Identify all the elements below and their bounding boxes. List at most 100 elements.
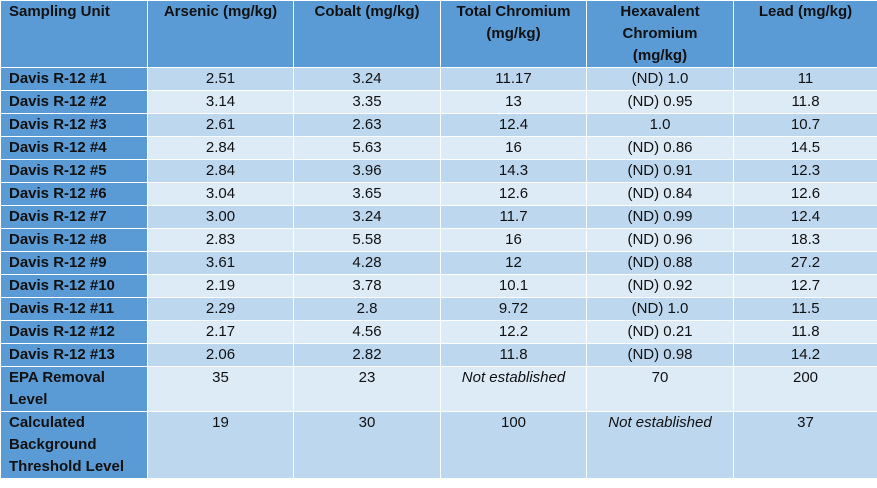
table-cell: 19 <box>147 411 294 479</box>
table-cell: 13 <box>440 90 587 114</box>
table-cell: 11.7 <box>440 205 587 229</box>
table-cell: 16 <box>440 136 587 160</box>
table-row: Davis R-12 #12 2.17 4.56 12.2 (ND) 0.21 11.8 <box>0 320 877 344</box>
row-label: Davis R-12 #9 <box>0 251 148 275</box>
table-cell: 3.04 <box>147 182 294 206</box>
table-cell: (ND) 1.0 <box>586 297 734 321</box>
table-cell: 11.8 <box>733 320 877 344</box>
table-cell: 2.51 <box>147 67 294 91</box>
table-row: Davis R-12 #10 2.19 3.78 10.1 (ND) 0.92 12.7 <box>0 274 877 298</box>
table-row: Davis R-12 #2 3.14 3.35 13 (ND) 0.95 11.8 <box>0 90 877 114</box>
row-label: Davis R-12 #1 <box>0 67 148 91</box>
table-cell: (ND) 0.92 <box>586 274 734 298</box>
table-cell: 3.96 <box>293 159 441 183</box>
table-cell: 3.61 <box>147 251 294 275</box>
header-cell: Lead (mg/kg) <box>733 0 877 68</box>
table-body: Davis R-12 #1 2.51 3.24 11.17 (ND) 1.0 11 Davi… <box>0 67 877 479</box>
table-cell: Not established <box>586 411 734 479</box>
table-cell: 3.35 <box>293 90 441 114</box>
table-cell: 35 <box>147 366 294 412</box>
table-row: Calculated Background Threshold Level 19 3… <box>0 411 877 479</box>
table-cell: 14.5 <box>733 136 877 160</box>
table-cell: 12 <box>440 251 587 275</box>
table-cell: 3.65 <box>293 182 441 206</box>
table-cell: 70 <box>586 366 734 412</box>
table-cell: 2.17 <box>147 320 294 344</box>
row-label: Davis R-12 #6 <box>0 182 148 206</box>
table-row: Davis R-12 #13 2.06 2.82 11.8 (ND) 0.98 14.2 <box>0 343 877 367</box>
table-cell: 2.61 <box>147 113 294 137</box>
table-cell: 37 <box>733 411 877 479</box>
row-label: Davis R-12 #7 <box>0 205 148 229</box>
row-label: Davis R-12 #12 <box>0 320 148 344</box>
table-cell: 3.24 <box>293 67 441 91</box>
table-cell: 12.4 <box>440 113 587 137</box>
table-cell: (ND) 0.91 <box>586 159 734 183</box>
table-cell: 2.82 <box>293 343 441 367</box>
row-label: Davis R-12 #2 <box>0 90 148 114</box>
table-cell: 2.84 <box>147 136 294 160</box>
table-cell: 11 <box>733 67 877 91</box>
table-cell: 30 <box>293 411 441 479</box>
row-label: Davis R-12 #10 <box>0 274 148 298</box>
table-cell: 10.7 <box>733 113 877 137</box>
table-row: Davis R-12 #9 3.61 4.28 12 (ND) 0.88 27.2 <box>0 251 877 275</box>
table-cell: 2.8 <box>293 297 441 321</box>
row-label: Davis R-12 #13 <box>0 343 148 367</box>
table-row: Davis R-12 #5 2.84 3.96 14.3 (ND) 0.91 12.3 <box>0 159 877 183</box>
table-cell: 2.84 <box>147 159 294 183</box>
table-cell: 3.14 <box>147 90 294 114</box>
table-cell: 10.1 <box>440 274 587 298</box>
table-cell: 23 <box>293 366 441 412</box>
table-cell: 12.6 <box>440 182 587 206</box>
table-row: EPA Removal Level 35 23 Not established 70 20… <box>0 366 877 412</box>
table-cell: Not established <box>440 366 587 412</box>
header-cell: Hexavalent Chromium (mg/kg) <box>586 0 734 68</box>
table-cell: 9.72 <box>440 297 587 321</box>
table-cell: 2.29 <box>147 297 294 321</box>
table-cell: 11.17 <box>440 67 587 91</box>
table-cell: 2.06 <box>147 343 294 367</box>
table-cell: 4.28 <box>293 251 441 275</box>
table-cell: 5.63 <box>293 136 441 160</box>
row-label: Davis R-12 #11 <box>0 297 148 321</box>
table-cell: 2.19 <box>147 274 294 298</box>
table-cell: 14.3 <box>440 159 587 183</box>
header-cell: Sampling Unit <box>0 0 148 68</box>
table-cell: 1.0 <box>586 113 734 137</box>
table-cell: 3.00 <box>147 205 294 229</box>
table-cell: 100 <box>440 411 587 479</box>
table-cell: 14.2 <box>733 343 877 367</box>
row-label: Davis R-12 #4 <box>0 136 148 160</box>
table-cell: (ND) 0.95 <box>586 90 734 114</box>
header-cell: Arsenic (mg/kg) <box>147 0 294 68</box>
row-label: Calculated Background Threshold Level <box>0 411 148 479</box>
table-cell: (ND) 0.88 <box>586 251 734 275</box>
table-row: Davis R-12 #7 3.00 3.24 11.7 (ND) 0.99 12.4 <box>0 205 877 229</box>
table-cell: (ND) 0.21 <box>586 320 734 344</box>
table-cell: 16 <box>440 228 587 252</box>
table-cell: (ND) 1.0 <box>586 67 734 91</box>
table-cell: 12.3 <box>733 159 877 183</box>
table-cell: 11.8 <box>440 343 587 367</box>
table-cell: (ND) 0.96 <box>586 228 734 252</box>
table-cell: 12.2 <box>440 320 587 344</box>
table-cell: 3.78 <box>293 274 441 298</box>
table-cell: 2.83 <box>147 228 294 252</box>
table-cell: (ND) 0.84 <box>586 182 734 206</box>
table-row: Davis R-12 #4 2.84 5.63 16 (ND) 0.86 14.5 <box>0 136 877 160</box>
table-row: Davis R-12 #1 2.51 3.24 11.17 (ND) 1.0 11 <box>0 67 877 91</box>
table-cell: (ND) 0.86 <box>586 136 734 160</box>
row-label: Davis R-12 #5 <box>0 159 148 183</box>
table-cell: 12.7 <box>733 274 877 298</box>
table-header: Sampling Unit Arsenic (mg/kg) Cobalt (mg/k… <box>0 0 877 68</box>
table-cell: 27.2 <box>733 251 877 275</box>
table-cell: 11.5 <box>733 297 877 321</box>
row-label: Davis R-12 #3 <box>0 113 148 137</box>
row-label: EPA Removal Level <box>0 366 148 412</box>
table-cell: 18.3 <box>733 228 877 252</box>
table-cell: 2.63 <box>293 113 441 137</box>
table-cell: 12.4 <box>733 205 877 229</box>
